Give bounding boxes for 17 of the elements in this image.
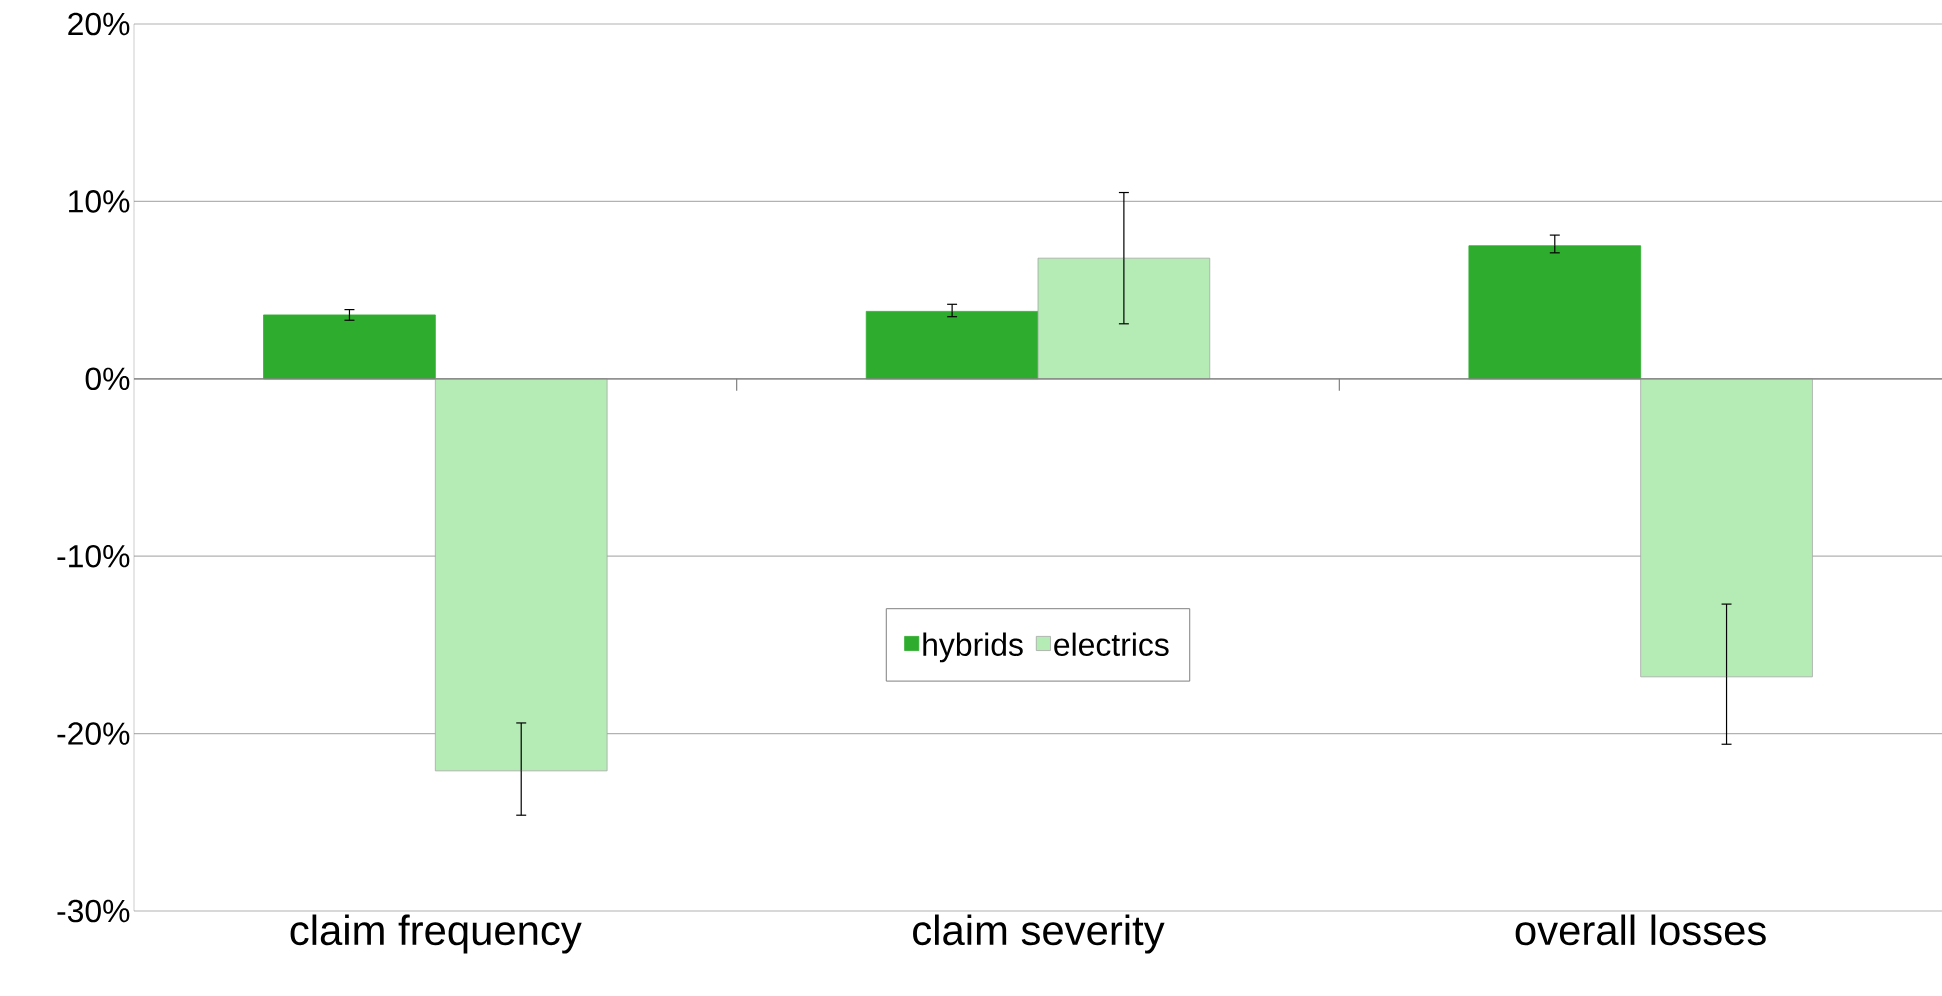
x-tick-label: claim severity	[913, 914, 1165, 954]
y-tick-label: 10%	[69, 190, 130, 213]
legend-label: hybrids	[923, 632, 1023, 663]
y-tick-label: -10%	[57, 544, 130, 568]
bar	[1037, 257, 1211, 380]
y-tick-label: 20%	[68, 12, 130, 36]
bar	[1468, 245, 1642, 380]
bar	[263, 314, 436, 380]
legend-label: electrics	[1054, 632, 1169, 657]
x-tick-label: overall losses	[1515, 914, 1766, 946]
y-tick-label: -30%	[57, 899, 130, 923]
bar	[434, 378, 608, 772]
bar	[1640, 378, 1813, 678]
bar	[865, 310, 1039, 380]
y-tick-label: -20%	[57, 722, 130, 745]
x-tick-label: claim frequency	[290, 914, 582, 954]
y-tick-label: 0%	[85, 367, 130, 391]
